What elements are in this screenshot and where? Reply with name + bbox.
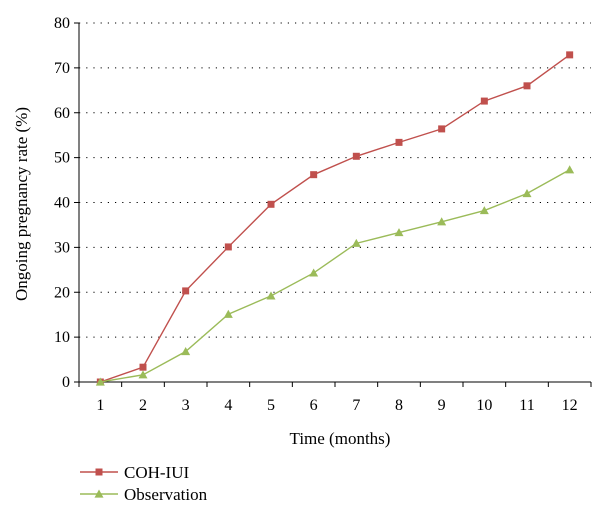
y-tick-label: 0 <box>62 374 70 391</box>
legend-item: COH-IUI <box>80 463 189 482</box>
data-point <box>395 138 403 146</box>
data-point <box>309 268 319 277</box>
data-point <box>139 363 147 371</box>
legend-label: COH-IUI <box>124 463 189 482</box>
data-point <box>223 309 233 318</box>
x-tick-label: 7 <box>352 397 360 414</box>
data-point <box>267 200 275 208</box>
x-tick-label: 12 <box>562 397 578 414</box>
series-group <box>95 51 575 386</box>
series-line <box>100 54 571 383</box>
data-point <box>352 152 360 160</box>
data-point <box>523 82 531 90</box>
x-tick-label: 2 <box>139 397 147 414</box>
data-point <box>522 189 532 198</box>
data-point <box>266 291 276 300</box>
series-1 <box>96 51 574 386</box>
data-point <box>566 51 574 59</box>
axes <box>74 22 592 387</box>
series-2 <box>95 165 575 386</box>
data-point <box>182 287 190 295</box>
data-point <box>565 165 575 174</box>
x-tick-label: 5 <box>267 397 275 414</box>
data-point <box>480 97 488 105</box>
x-tick-labels: 1 2 3 4 5 6 7 8 9 10 11 12 <box>96 397 577 414</box>
y-axis-title: Ongoing pregnancy rate (%) <box>12 107 31 301</box>
grid-lines <box>79 22 591 338</box>
legend-item: Observation <box>80 485 208 504</box>
y-tick-label: 10 <box>54 329 70 346</box>
y-tick-label: 60 <box>54 105 70 122</box>
y-tick-label: 30 <box>54 239 70 256</box>
x-tick-label: 9 <box>438 397 446 414</box>
y-tick-label: 70 <box>54 60 70 77</box>
data-point <box>479 206 489 215</box>
y-tick-label: 20 <box>54 284 70 301</box>
y-tick-label: 80 <box>54 15 70 32</box>
x-tick-label: 6 <box>310 397 318 414</box>
data-point <box>438 125 446 133</box>
x-tick-label: 10 <box>476 397 492 414</box>
x-tick-label: 8 <box>395 397 403 414</box>
x-tick-label: 4 <box>224 397 232 414</box>
x-tick-label: 3 <box>182 397 190 414</box>
data-point <box>224 243 232 251</box>
data-point <box>351 238 361 247</box>
x-axis-title: Time (months) <box>290 429 391 448</box>
x-tick-label: 11 <box>519 397 534 414</box>
data-point <box>181 346 191 356</box>
legend-marker <box>95 468 103 476</box>
legend: COH-IUI Observation <box>80 463 208 504</box>
x-tick-label: 1 <box>96 397 104 414</box>
data-point <box>437 217 447 226</box>
data-point <box>310 171 318 179</box>
data-point <box>394 228 404 237</box>
data-point <box>138 370 148 379</box>
y-tick-label: 40 <box>54 195 70 212</box>
legend-marker <box>94 489 104 498</box>
y-tick-labels: 0 10 20 30 40 50 60 70 80 <box>54 15 70 391</box>
data-point <box>95 377 105 386</box>
series-line <box>100 169 571 383</box>
legend-label: Observation <box>124 485 208 504</box>
y-tick-label: 50 <box>54 150 70 167</box>
